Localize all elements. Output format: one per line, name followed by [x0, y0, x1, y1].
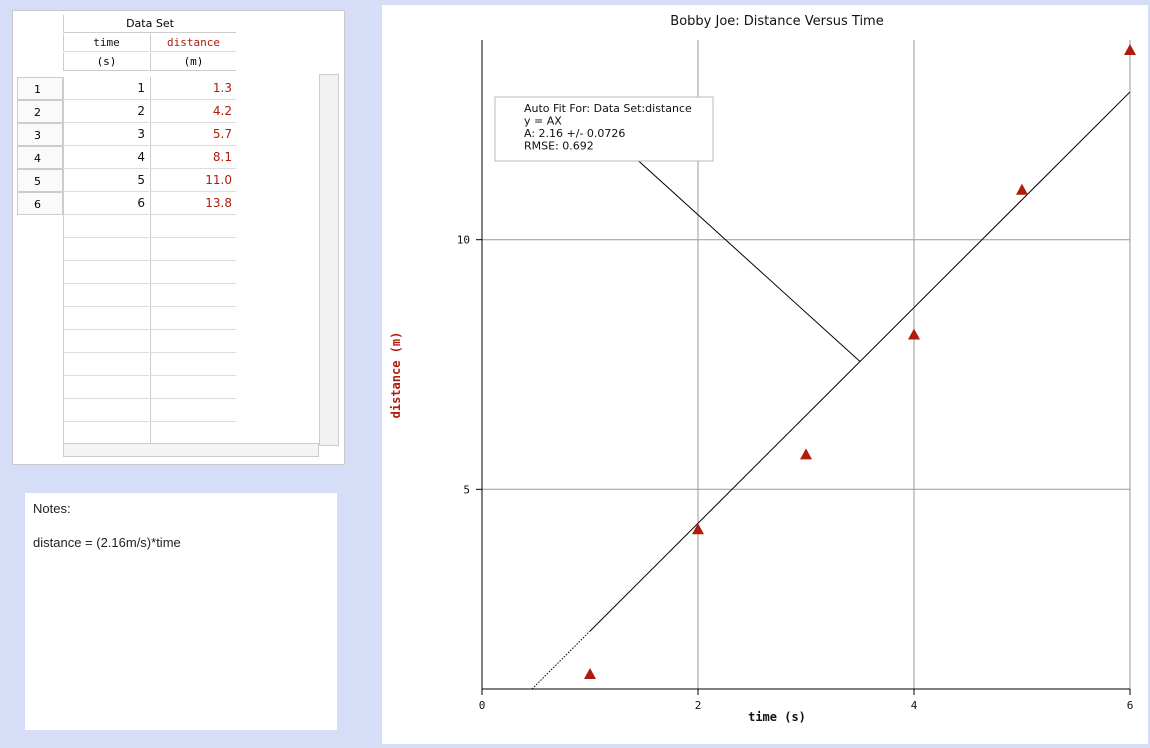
empty-cell[interactable] — [150, 422, 236, 445]
notes-text: distance = (2.16m/s)*time — [33, 535, 181, 550]
data-table-panel: Data Set time (s) distance (m) 1 1 1.3 2 2 4.2 3 3 5.… — [12, 10, 345, 465]
fit-extrapolation — [531, 630, 591, 690]
fit-leader — [631, 154, 861, 362]
empty-cell[interactable] — [63, 399, 149, 422]
column-unit: (m) — [150, 53, 236, 71]
empty-cell[interactable] — [63, 376, 149, 399]
empty-cell[interactable] — [150, 330, 236, 353]
empty-cell[interactable] — [63, 307, 149, 330]
data-point — [800, 448, 812, 460]
x-axis-label: time (s) — [748, 710, 806, 724]
empty-cell[interactable] — [150, 284, 236, 307]
notes-title: Notes: — [33, 501, 71, 516]
empty-cell[interactable] — [150, 376, 236, 399]
row-number: 2 — [17, 100, 63, 123]
table-cell[interactable]: 1 — [63, 77, 149, 100]
data-point — [908, 328, 920, 340]
table-cell[interactable]: 6 — [63, 192, 149, 215]
table-cell[interactable]: 13.8 — [150, 192, 236, 215]
empty-cell[interactable] — [150, 307, 236, 330]
table-cell[interactable]: 5 — [63, 169, 149, 192]
table-cell[interactable]: 3 — [63, 123, 149, 146]
graph-panel: Bobby Joe: Distance Versus Time time (s) d… — [382, 5, 1148, 744]
row-number: 4 — [17, 146, 63, 169]
row-number: 5 — [17, 169, 63, 192]
y-tick-label: 5 — [463, 483, 470, 496]
h-scrollbar[interactable] — [63, 443, 319, 457]
empty-cell[interactable] — [63, 422, 149, 445]
notes-panel[interactable]: Notes: distance = (2.16m/s)*time — [25, 493, 337, 730]
empty-cell[interactable] — [63, 353, 149, 376]
table-cell[interactable]: 4.2 — [150, 100, 236, 123]
row-number: 6 — [17, 192, 63, 215]
empty-cell[interactable] — [63, 215, 149, 238]
data-point — [1016, 183, 1028, 195]
graph: Bobby Joe: Distance Versus Time time (s) d… — [389, 14, 1136, 724]
fit-box — [494, 96, 714, 162]
data-point — [1124, 43, 1136, 55]
table-cell[interactable]: 2 — [63, 100, 149, 123]
data-point — [692, 523, 704, 535]
empty-cell[interactable] — [150, 261, 236, 284]
fit-label: A: 2.16 +/- 0.0726 — [524, 127, 625, 140]
y-tick-label: 10 — [457, 234, 470, 247]
data-point — [584, 668, 596, 680]
row-number: 1 — [17, 77, 63, 100]
x-tick-label: 2 — [695, 699, 702, 712]
fit-label: RMSE: 0.692 — [524, 140, 594, 153]
column-unit: (s) — [63, 53, 149, 71]
empty-cell[interactable] — [150, 399, 236, 422]
empty-cell[interactable] — [63, 261, 149, 284]
table-cell[interactable]: 8.1 — [150, 146, 236, 169]
table-cell[interactable]: 1.3 — [150, 77, 236, 100]
empty-cell[interactable] — [63, 284, 149, 307]
row-number: 3 — [17, 123, 63, 146]
fit-label: y = AX — [524, 115, 562, 128]
column-header: time — [63, 34, 149, 52]
table-cell[interactable]: 11.0 — [150, 169, 236, 192]
empty-cell[interactable] — [150, 353, 236, 376]
y-axis-label: distance (m) — [389, 332, 403, 419]
chart-title: Bobby Joe: Distance Versus Time — [670, 14, 883, 29]
empty-cell[interactable] — [150, 238, 236, 261]
table-cell[interactable]: 4 — [63, 146, 149, 169]
fit-line — [589, 91, 1131, 632]
fit-label: Auto Fit For: Data Set:distance — [524, 102, 692, 115]
empty-cell[interactable] — [63, 238, 149, 261]
empty-cell[interactable] — [150, 215, 236, 238]
x-tick-label: 6 — [1127, 699, 1134, 712]
x-tick-label: 0 — [479, 699, 486, 712]
table-title: Data Set — [63, 15, 236, 33]
scrollbar[interactable] — [319, 74, 339, 446]
empty-cell[interactable] — [63, 330, 149, 353]
table-cell[interactable]: 5.7 — [150, 123, 236, 146]
x-tick-label: 4 — [911, 699, 918, 712]
column-header: distance — [150, 34, 236, 52]
